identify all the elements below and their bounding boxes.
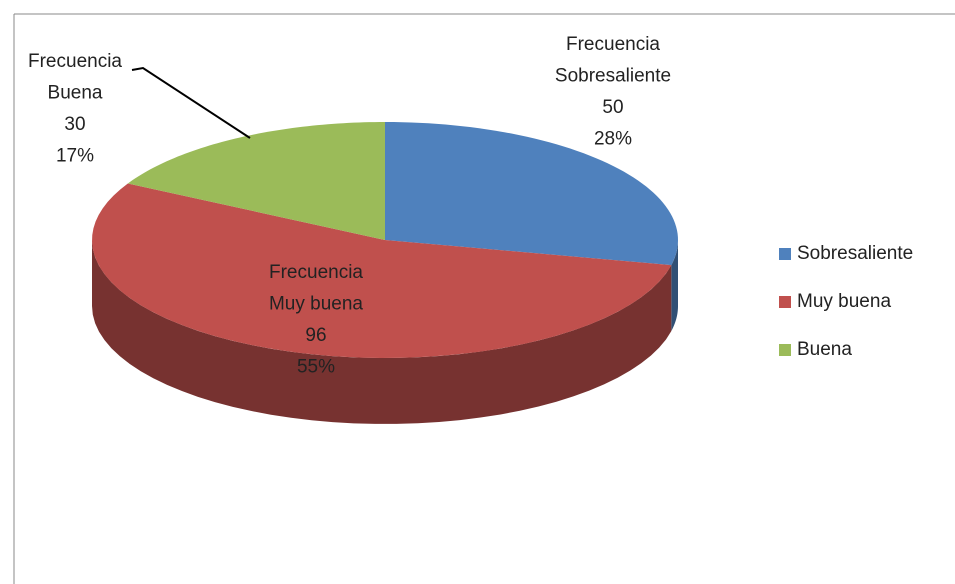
slice bbox=[92, 183, 672, 358]
slice-side bbox=[92, 240, 672, 424]
data-label: Buena bbox=[48, 83, 103, 104]
leader-line bbox=[131, 66, 251, 139]
data-label: 50 bbox=[602, 97, 623, 118]
data-label: Frecuencia bbox=[269, 262, 363, 283]
data-label: 96 bbox=[305, 325, 326, 346]
slice-side bbox=[671, 240, 678, 332]
data-label: Sobresaliente bbox=[555, 66, 671, 87]
legend-label: Buena bbox=[797, 339, 852, 360]
data-label: Frecuencia bbox=[566, 34, 660, 55]
slice bbox=[385, 122, 678, 266]
slice bbox=[127, 122, 385, 240]
data-label: Frecuencia bbox=[28, 51, 122, 72]
legend-swatch bbox=[779, 296, 791, 308]
data-label: 55% bbox=[297, 357, 335, 378]
data-label: 28% bbox=[594, 129, 632, 150]
data-label: Muy buena bbox=[269, 294, 363, 315]
data-label: 30 bbox=[64, 114, 85, 135]
legend-label: Sobresaliente bbox=[797, 243, 913, 264]
data-label: 17% bbox=[56, 146, 94, 167]
legend-swatch bbox=[779, 344, 791, 356]
legend-swatch bbox=[779, 248, 791, 260]
legend-label: Muy buena bbox=[797, 291, 891, 312]
